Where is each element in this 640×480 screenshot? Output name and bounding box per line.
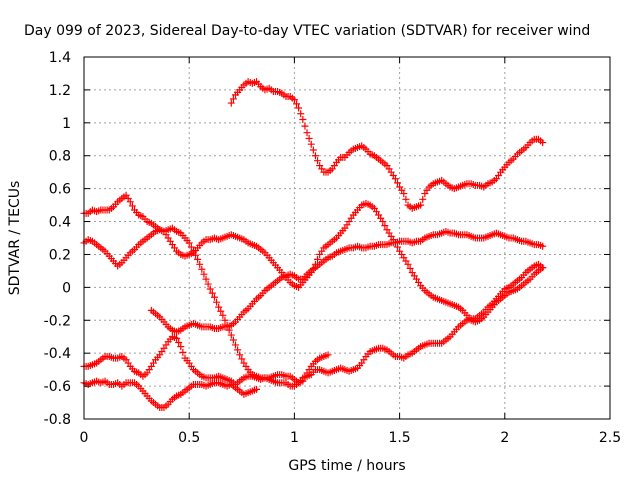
x-axis-label: GPS time / hours [288, 458, 405, 474]
data-point [210, 293, 218, 301]
data-point [227, 99, 235, 107]
data-point [198, 265, 206, 273]
data-point [202, 275, 210, 283]
data-point [311, 152, 319, 160]
data-point [194, 255, 202, 263]
chart-ticks: 0 0.5 1 1.5 2 2.5 -0.8 -0.6 -0.4 -0.2 0 0.2 0.4 0.6 0.… [44, 50, 621, 446]
series-1 [227, 78, 547, 212]
data-point [231, 341, 239, 349]
data-point [305, 134, 313, 142]
data-point [175, 338, 183, 346]
data-point [217, 307, 225, 315]
data-point [301, 122, 309, 130]
data-point [126, 198, 134, 206]
data-point [307, 140, 315, 148]
data-point [206, 285, 214, 293]
data-point [299, 377, 307, 385]
data-point [236, 351, 244, 359]
data-point [417, 201, 425, 209]
data-point [229, 336, 237, 344]
data-point [234, 346, 242, 354]
x-tick-label: 2 [500, 430, 509, 446]
x-tick-label: 2.5 [599, 430, 621, 446]
y-tick-label: 1.2 [49, 83, 71, 99]
y-tick-label: 0 [62, 280, 71, 296]
data-point [229, 95, 237, 103]
data-point [402, 195, 410, 203]
data-point [227, 331, 235, 339]
y-tick-label: -0.8 [44, 412, 71, 428]
series-6 [80, 377, 261, 411]
data-point [215, 303, 223, 311]
x-tick-label: 0 [80, 430, 89, 446]
y-tick-label: 0.6 [49, 182, 71, 198]
x-tick-label: 1.5 [388, 430, 410, 446]
data-point [179, 348, 187, 356]
y-tick-label: -0.4 [44, 346, 71, 362]
series-2 [80, 191, 547, 390]
data-point [303, 129, 311, 137]
data-point [200, 270, 208, 278]
chart-series [80, 78, 547, 411]
y-axis-label: SDTVAR / TECUs [7, 181, 23, 296]
data-point [309, 146, 317, 154]
data-point [173, 334, 181, 342]
series-3 [80, 199, 547, 326]
data-point [187, 243, 195, 251]
data-point [324, 351, 332, 359]
data-point [185, 239, 193, 247]
y-tick-label: 0.4 [49, 215, 71, 231]
y-tick-label: 0.8 [49, 149, 71, 165]
data-point [177, 343, 185, 351]
series-4 [147, 227, 547, 336]
data-point [253, 385, 261, 393]
data-point [419, 195, 427, 203]
data-point [204, 280, 212, 288]
y-tick-label: 1 [62, 116, 71, 132]
plot-frame [83, 56, 611, 420]
y-tick-label: 0.2 [49, 247, 71, 263]
data-point [393, 179, 401, 187]
data-point [539, 242, 547, 250]
data-point [404, 260, 412, 268]
data-point [400, 190, 408, 198]
data-point [221, 316, 229, 324]
data-point [208, 289, 216, 297]
data-point [314, 157, 322, 165]
x-tick-label: 0.5 [178, 430, 200, 446]
data-point [539, 264, 547, 272]
data-point [297, 110, 305, 118]
x-tick-label: 1 [290, 430, 299, 446]
data-point [196, 260, 204, 268]
data-point [238, 355, 246, 363]
data-point [290, 96, 298, 104]
data-point [295, 104, 303, 112]
data-point [128, 202, 136, 210]
data-point [314, 255, 322, 263]
data-point [213, 298, 221, 306]
data-point [293, 100, 301, 108]
data-point [381, 222, 389, 230]
y-tick-label: 1.4 [49, 50, 71, 66]
data-point [299, 116, 307, 124]
data-point [219, 311, 227, 319]
data-point [406, 264, 414, 272]
y-tick-label: -0.2 [44, 313, 71, 329]
chart-grid [84, 57, 610, 419]
chart-title: Day 099 of 2023, Sidereal Day-to-day VTE… [24, 23, 590, 39]
data-point [301, 373, 309, 381]
y-tick-label: -0.6 [44, 379, 71, 395]
data-point [391, 175, 399, 183]
data-point [379, 218, 387, 226]
data-point [539, 139, 547, 147]
